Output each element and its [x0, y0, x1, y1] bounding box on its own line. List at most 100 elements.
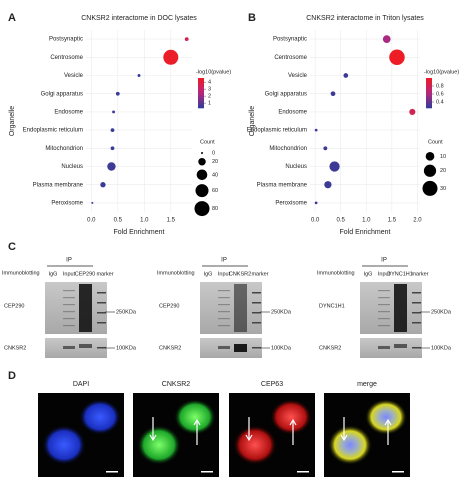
ip-label: IP — [381, 258, 387, 264]
row-label: DYNC1H1 — [319, 303, 345, 309]
bubble — [163, 49, 179, 65]
size-legend-label: 80 — [212, 206, 218, 212]
colorbar-step — [198, 103, 204, 106]
blot-band — [378, 346, 390, 349]
size-legend-dot — [423, 164, 437, 177]
colorbar-step — [198, 91, 204, 94]
size-legend-dot — [422, 180, 438, 196]
lane-label: marker — [411, 271, 428, 277]
colorbar-step — [426, 96, 432, 98]
colorbar-step — [426, 85, 432, 88]
bubble — [389, 49, 405, 66]
x-tick-label: 0.0 — [87, 218, 96, 224]
panel-letter: C — [8, 241, 16, 253]
cell — [233, 425, 277, 465]
colorbar-step — [198, 78, 204, 80]
arrow — [149, 417, 157, 442]
bubble — [323, 146, 328, 151]
marker-band — [97, 292, 106, 294]
colorbar-step — [426, 97, 432, 100]
blot-smear — [79, 284, 92, 332]
marker-label: 100KDa — [116, 345, 137, 351]
cell — [174, 399, 216, 435]
lane-label: Input — [63, 271, 76, 277]
colorbar-tick-label: 2 — [208, 94, 211, 100]
colorbar-step — [426, 105, 432, 107]
immunoblotting-label: Immunoblotting — [2, 270, 40, 276]
marker-band — [412, 312, 421, 314]
bubble — [110, 146, 115, 151]
lane-label: IgG — [49, 271, 58, 277]
lane-label: marker — [96, 271, 113, 277]
marker-band — [412, 322, 421, 324]
x-axis-label: Fold Enrichment — [340, 229, 391, 236]
x-tick-label: 1.5 — [167, 218, 176, 224]
image-label: CNKSR2 — [162, 381, 191, 388]
y-axis-label: Organelle — [9, 106, 16, 136]
marker-band — [412, 292, 421, 294]
x-axis-label: Fold Enrichment — [114, 229, 165, 236]
row-label: CNKSR2 — [4, 345, 26, 351]
arrow — [245, 417, 253, 442]
y-tick-label: Plasma membrane — [257, 182, 308, 188]
colorbar-step — [198, 84, 204, 86]
blot-band — [378, 297, 390, 299]
blot-band — [378, 325, 390, 327]
y-tick-label: Centrosome — [274, 55, 307, 61]
scale-bar — [201, 471, 213, 473]
bubble — [343, 73, 349, 78]
chart-title: CNKSR2 interactome in Triton lysates — [306, 15, 424, 22]
arrow — [289, 418, 297, 445]
ip-label: IP — [66, 258, 72, 264]
y-axis-label: Organelle — [249, 106, 256, 136]
marker-band — [252, 302, 261, 304]
colorbar-step — [198, 102, 204, 104]
y-tick-label: Mitochondrion — [45, 146, 83, 152]
y-tick-label: Endosome — [278, 109, 307, 115]
x-tick-label: 1.0 — [140, 218, 149, 224]
blot-band — [394, 344, 407, 348]
colorbar-step — [426, 82, 432, 85]
arrow — [193, 418, 201, 445]
x-tick-label: 0.5 — [337, 218, 346, 224]
size-legend-dot — [195, 184, 209, 198]
blot — [360, 282, 422, 334]
colorbar-step — [426, 102, 432, 104]
marker-band — [252, 312, 261, 314]
colorbar-step — [198, 82, 204, 85]
bubble — [137, 74, 141, 77]
colorbar-step — [198, 81, 204, 83]
x-tick-label: 0.5 — [114, 218, 123, 224]
cell — [270, 399, 312, 435]
y-tick-label: Nucleus — [61, 164, 83, 170]
size-legend-title: Count — [200, 139, 215, 145]
y-tick-label: Peroxisome — [275, 200, 307, 206]
marker-band — [97, 347, 106, 349]
x-tick-label: 2.0 — [413, 218, 422, 224]
colorbar-step — [198, 105, 204, 107]
y-tick-label: Postsynaptic — [273, 37, 307, 43]
colorbar-title: -log10(pvalue) — [424, 69, 459, 75]
y-tick-label: Mitochondrion — [269, 146, 307, 152]
blot-smear — [394, 284, 407, 332]
size-legend-label: 20 — [212, 159, 218, 165]
x-tick-label: 1.0 — [362, 218, 371, 224]
blot-band — [378, 290, 390, 292]
colorbar-step — [426, 81, 432, 83]
lane-label: Input — [378, 271, 391, 277]
y-tick-label: Vesicle — [288, 73, 308, 79]
chart-title: CNKSR2 interactome in DOC lysates — [81, 15, 197, 22]
size-legend-label: 0 — [212, 150, 215, 156]
row-label: CEP290 — [4, 303, 25, 309]
y-tick-label: Peroxisome — [51, 200, 83, 206]
colorbar-tick-label: 0.4 — [436, 99, 444, 105]
blot-band — [63, 297, 75, 299]
bubble — [314, 128, 318, 132]
colorbar-step — [426, 103, 432, 106]
immunoblotting-label: Immunoblotting — [157, 270, 195, 276]
cell — [42, 425, 86, 465]
size-legend-label: 40 — [212, 172, 218, 178]
size-legend-title: Count — [428, 139, 443, 145]
lane-label: DYNC1H1 — [387, 271, 413, 277]
